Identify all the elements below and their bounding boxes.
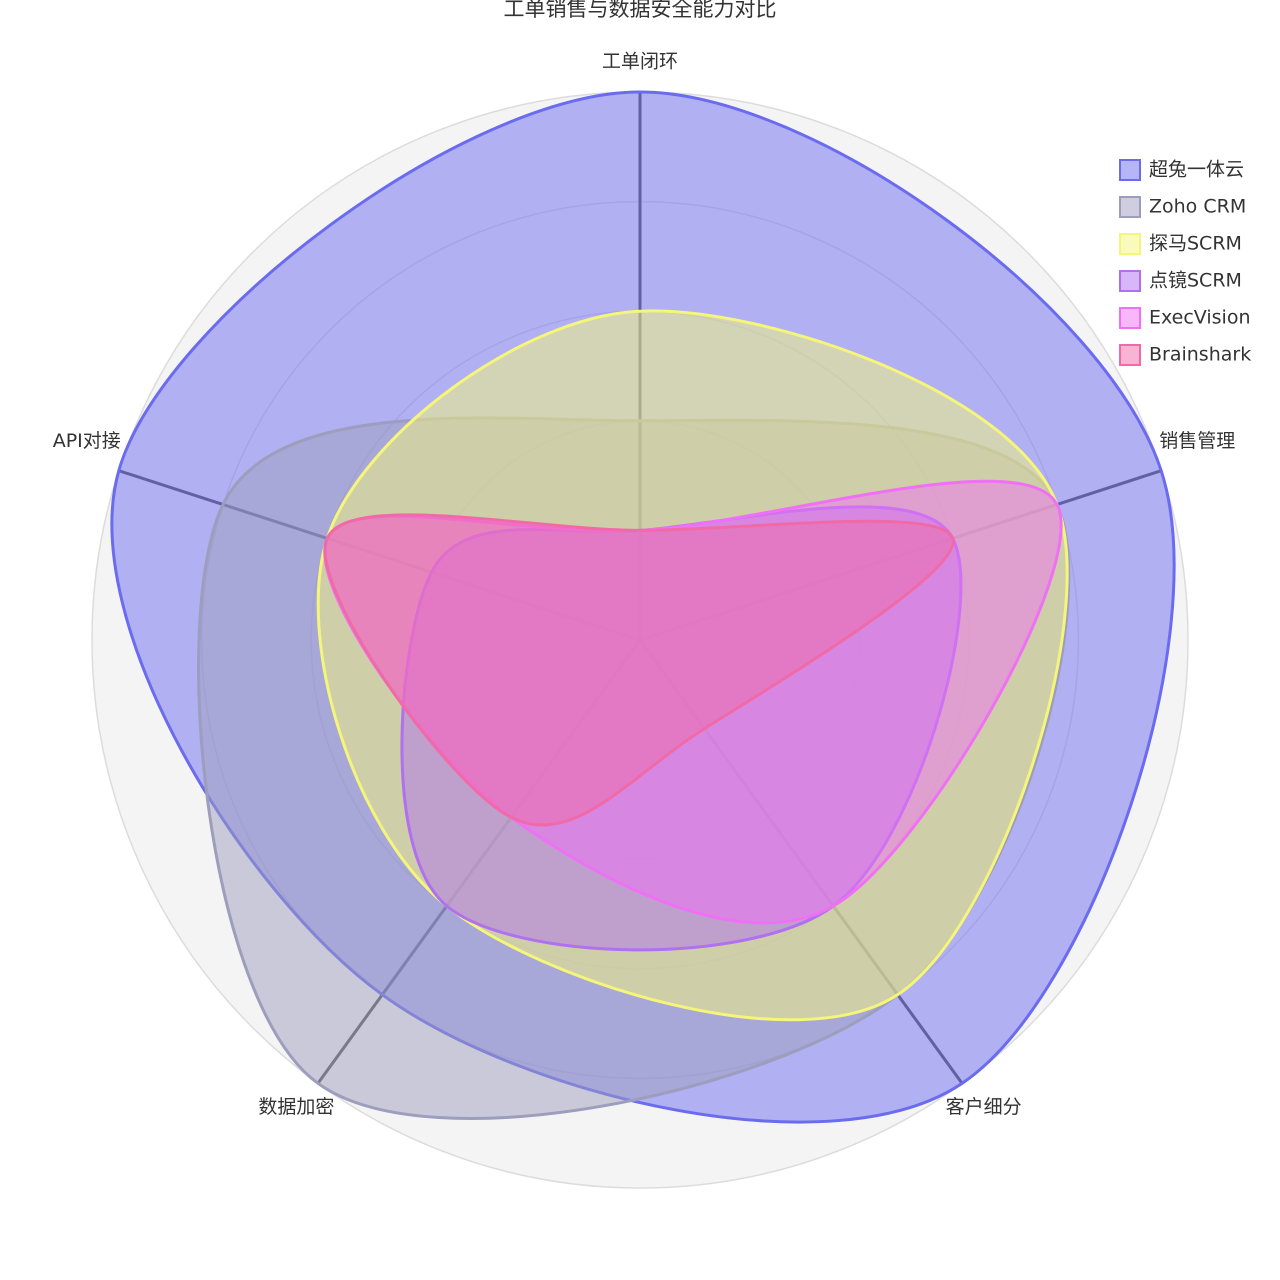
legend-swatch [1119, 233, 1141, 255]
legend-swatch [1119, 344, 1141, 366]
axis-label: 工单闭环 [602, 51, 678, 73]
chart-title: 工单销售与数据安全能力对比 [504, 0, 777, 21]
axis-label: 数据加密 [258, 1096, 334, 1118]
axis-label: 销售管理 [1159, 430, 1235, 452]
radar-area [323, 513, 955, 827]
legend-swatch [1119, 307, 1141, 329]
legend-label: 点镜SCRM [1149, 270, 1242, 292]
legend-label: Brainshark [1149, 344, 1251, 366]
axis-label: API对接 [53, 430, 121, 452]
legend-label: ExecVision [1149, 307, 1251, 329]
legend-swatch [1119, 270, 1141, 292]
legend-label: 超兔一体云 [1149, 159, 1244, 181]
legend-label: Zoho CRM [1149, 196, 1246, 218]
axis-label: 客户细分 [946, 1096, 1022, 1118]
legend-swatch [1119, 159, 1141, 181]
legend-label: 探马SCRM [1149, 233, 1242, 255]
legend-swatch [1119, 196, 1141, 218]
